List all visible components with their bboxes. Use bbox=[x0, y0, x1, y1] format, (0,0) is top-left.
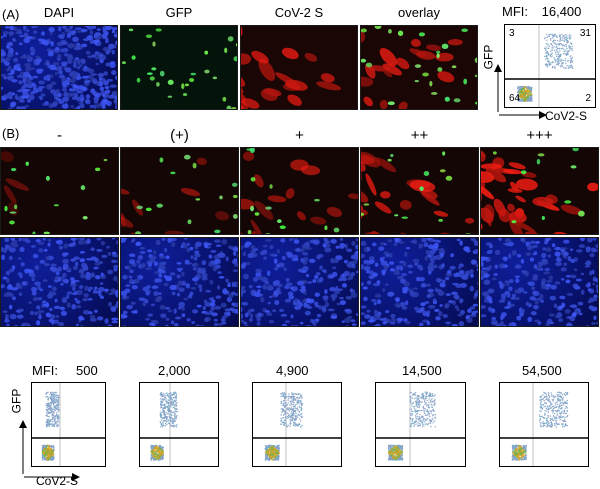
micrograph-b-dapi-4 bbox=[480, 237, 599, 327]
bottom-mfi-label: MFI: bbox=[32, 363, 58, 378]
col-label-b2: + bbox=[295, 127, 304, 144]
flow-a-mfi-value: 16,400 bbox=[541, 4, 582, 19]
bottom-mfi-value-1: 2,000 bbox=[158, 363, 191, 378]
quadrant-ll: 64 bbox=[509, 93, 521, 104]
col-label-dapi: DAPI bbox=[43, 5, 75, 20]
col-label-b1: (+) bbox=[170, 127, 189, 144]
bottom-x-arrow bbox=[24, 473, 80, 481]
micrograph-b-dapi-1 bbox=[120, 237, 239, 327]
col-label-b0: - bbox=[57, 127, 62, 144]
flow-plot-b-1 bbox=[139, 382, 219, 467]
flow-a-mfi-label: MFI: bbox=[502, 4, 528, 19]
bottom-mfi-value-3: 14,500 bbox=[402, 363, 442, 378]
micrograph-a-gfp bbox=[120, 25, 238, 110]
bottom-x-label: CoV2-S bbox=[36, 474, 79, 488]
bottom-mfi-value-2: 4,900 bbox=[276, 363, 309, 378]
col-label-b4: +++ bbox=[526, 127, 553, 144]
flow-a-x-arrow bbox=[499, 111, 547, 119]
micrograph-b-overlay-4 bbox=[480, 147, 599, 235]
quadrant-lr: 2 bbox=[585, 93, 591, 104]
quadrant-ur: 31 bbox=[579, 28, 591, 39]
col-label-overlay: overlay bbox=[398, 5, 440, 20]
bottom-y-label: GFP bbox=[9, 388, 24, 414]
quadrant-ul: 3 bbox=[509, 28, 515, 39]
micrograph-b-dapi-3 bbox=[360, 237, 479, 327]
panel-a-letter: (A) bbox=[2, 7, 20, 22]
micrograph-b-dapi-2 bbox=[240, 237, 359, 327]
micrograph-a-overlay bbox=[360, 25, 478, 110]
micrograph-b-overlay-0 bbox=[0, 147, 119, 235]
micrograph-b-dapi-0 bbox=[0, 237, 119, 327]
flow-a-x-label: CoV2-S bbox=[545, 109, 588, 123]
flow-plot-a: 3 31 64 2 bbox=[504, 24, 596, 108]
col-label-b3: ++ bbox=[410, 127, 429, 144]
flow-plot-b-3 bbox=[375, 382, 466, 467]
bottom-mfi-value-4: 54,500 bbox=[522, 363, 562, 378]
micrograph-b-overlay-1 bbox=[120, 147, 239, 235]
micrograph-b-overlay-3 bbox=[360, 147, 479, 235]
flow-a-mfi: MFI: 16,400 bbox=[502, 4, 581, 19]
panel-b-letter: (B) bbox=[2, 126, 20, 141]
flow-plot-b-2 bbox=[252, 382, 342, 467]
bottom-mfi-value-0: 500 bbox=[76, 363, 98, 378]
col-label-cov2s: CoV-2 S bbox=[274, 5, 324, 20]
col-label-gfp: GFP bbox=[165, 5, 193, 20]
bottom-y-arrow bbox=[19, 420, 27, 474]
flow-plot-b-4 bbox=[499, 382, 589, 467]
micrograph-b-overlay-2 bbox=[240, 147, 359, 235]
flow-plot-b-0 bbox=[31, 382, 106, 467]
micrograph-a-dapi bbox=[0, 25, 118, 110]
flow-a-y-arrow bbox=[494, 64, 502, 112]
micrograph-a-cov2s bbox=[240, 25, 358, 110]
